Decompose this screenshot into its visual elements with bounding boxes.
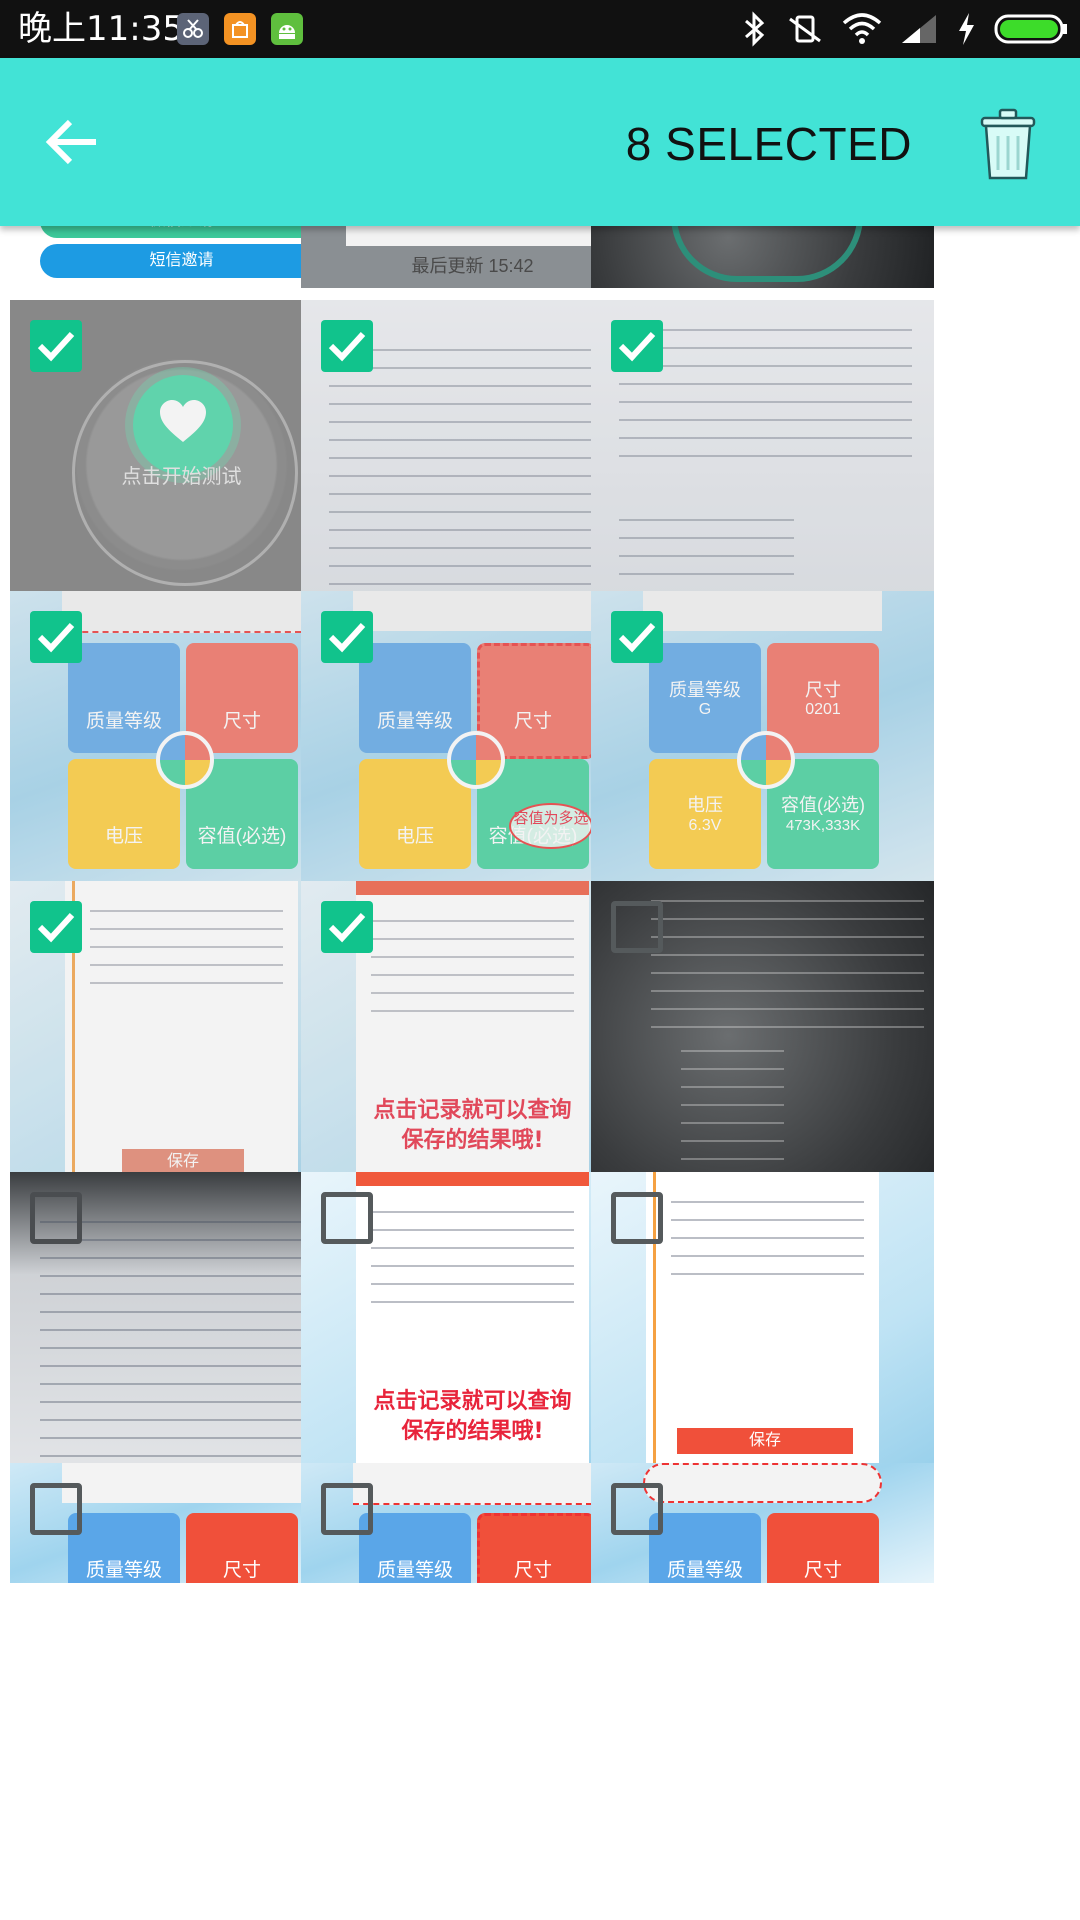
check-icon	[37, 622, 75, 653]
record-hint-text: 点击记录就可以查询保存的结果哦!	[373, 1098, 572, 1153]
arrow-left-icon	[45, 119, 96, 165]
sms-invite-label: 短信邀请	[40, 244, 323, 278]
selection-checkbox[interactable]	[321, 611, 373, 663]
vibrate-off-icon	[789, 15, 821, 43]
selection-checkbox[interactable]	[611, 901, 663, 953]
photo-thumbnail[interactable]: 点击记录就可以查询保存的结果哦!	[301, 1172, 644, 1515]
voltage-label: 电压	[395, 826, 434, 847]
multi-select-hint: 容值为多选	[509, 803, 593, 849]
photo-thumbnail[interactable]	[591, 881, 934, 1224]
status-bar: 晚上11:35	[0, 0, 1080, 58]
selection-checkbox[interactable]	[611, 1483, 663, 1535]
selection-checkbox[interactable]	[30, 320, 82, 372]
android-icon	[271, 13, 303, 45]
size-label: 尺寸	[222, 711, 261, 732]
selection-checkbox[interactable]	[321, 901, 373, 953]
battery-icon	[994, 14, 1067, 44]
selection-checkbox[interactable]	[321, 1483, 373, 1535]
check-icon	[618, 622, 656, 653]
check-icon	[328, 912, 366, 943]
quality-grade-value: G	[698, 701, 712, 718]
size-label: 尺寸	[803, 1560, 842, 1581]
delete-button[interactable]	[976, 104, 1040, 184]
photo-thumbnail[interactable]: 点击记录就可以查询保存的结果哦!	[301, 881, 644, 1224]
size-label: 尺寸	[513, 711, 552, 732]
check-icon	[618, 331, 656, 362]
status-time: 晚上11:35	[18, 9, 184, 49]
photo-thumbnail[interactable]: 质量等级 尺寸	[591, 1463, 934, 1583]
mi-store-icon	[224, 13, 256, 45]
selection-checkbox[interactable]	[611, 320, 663, 372]
selection-checkbox[interactable]	[611, 611, 663, 663]
trash-icon	[980, 108, 1036, 180]
photo-thumbnail[interactable]: 质量等级 G 尺寸 0201 电压 6.3V 容值(必选) 473K,333K	[591, 591, 934, 934]
photo-thumbnail[interactable]: 最后更新 15:42	[301, 226, 644, 288]
quality-grade-label: 质量等级	[85, 711, 162, 732]
selection-checkbox[interactable]	[321, 1192, 373, 1244]
heart-icon	[160, 400, 206, 442]
photo-thumbnail[interactable]	[10, 1172, 353, 1515]
back-button[interactable]	[40, 110, 104, 174]
selection-checkbox[interactable]	[321, 320, 373, 372]
photo-thumbnail[interactable]: 质量等级 尺寸 电压 容值(必选) 容值为多选	[301, 591, 644, 934]
check-icon	[328, 331, 366, 362]
signal-icon	[902, 15, 936, 43]
wifi-icon	[842, 13, 882, 44]
wechat-invite-label: 微信邀请	[40, 226, 323, 238]
capacitance-label: 容值(必选)	[197, 826, 287, 847]
selection-checkbox[interactable]	[611, 1192, 663, 1244]
capacitance-value: 473K,333K	[785, 817, 861, 834]
app-bar: 8 SELECTED	[0, 58, 1080, 226]
photo-thumbnail[interactable]: 质量等级 尺寸	[301, 1463, 644, 1583]
quality-grade-label: 质量等级	[85, 1560, 162, 1581]
voltage-value: 6.3V	[688, 817, 722, 834]
bluetooth-icon	[745, 11, 765, 47]
save-button-label: 保存	[677, 1428, 853, 1454]
quality-grade-label: 质量等级	[669, 680, 741, 700]
capacitance-label: 容值(必选)	[781, 795, 865, 815]
selection-checkbox[interactable]	[30, 1192, 82, 1244]
check-icon	[37, 331, 75, 362]
photo-thumbnail[interactable]: 点击开始测试	[10, 300, 353, 643]
photo-thumbnail[interactable]	[301, 300, 644, 643]
quality-grade-label: 质量等级	[376, 711, 453, 732]
photo-thumbnail[interactable]: 质量等级 尺寸 电压 容值(必选)	[10, 591, 353, 934]
voltage-label: 电压	[687, 795, 723, 815]
photo-grid: 微信邀请 短信邀请 最后更新 15:42 点击开始测试 质量等级 尺寸 电压 容…	[0, 226, 1080, 1920]
selection-checkbox[interactable]	[30, 1483, 82, 1535]
photo-thumbnail[interactable]	[591, 226, 934, 288]
size-label: 尺寸	[222, 1560, 261, 1581]
check-icon	[37, 912, 75, 943]
size-value: 0201	[805, 701, 841, 718]
record-hint-text: 点击记录就可以查询保存的结果哦!	[373, 1389, 572, 1444]
photo-thumbnail[interactable]: 保存	[591, 1172, 934, 1515]
capacitance-label: 容值(必选)	[488, 826, 578, 847]
photo-thumbnail[interactable]	[591, 300, 934, 643]
selection-checkbox[interactable]	[30, 611, 82, 663]
photo-thumbnail[interactable]: 微信邀请 短信邀请	[10, 226, 353, 280]
charging-icon	[959, 13, 974, 45]
photo-thumbnail[interactable]: 保存	[10, 881, 353, 1224]
photo-thumbnail[interactable]: 质量等级 尺寸	[10, 1463, 353, 1583]
scissors-app-icon	[177, 13, 209, 45]
size-label: 尺寸	[805, 680, 841, 700]
size-label: 尺寸	[513, 1560, 552, 1581]
last-update-text: 最后更新 15:42	[411, 256, 534, 276]
check-icon	[328, 622, 366, 653]
selection-count-title: 8 SELECTED	[625, 118, 912, 170]
quality-grade-label: 质量等级	[666, 1560, 743, 1581]
selection-checkbox[interactable]	[30, 901, 82, 953]
quality-grade-label: 质量等级	[376, 1560, 453, 1581]
voltage-label: 电压	[104, 826, 143, 847]
